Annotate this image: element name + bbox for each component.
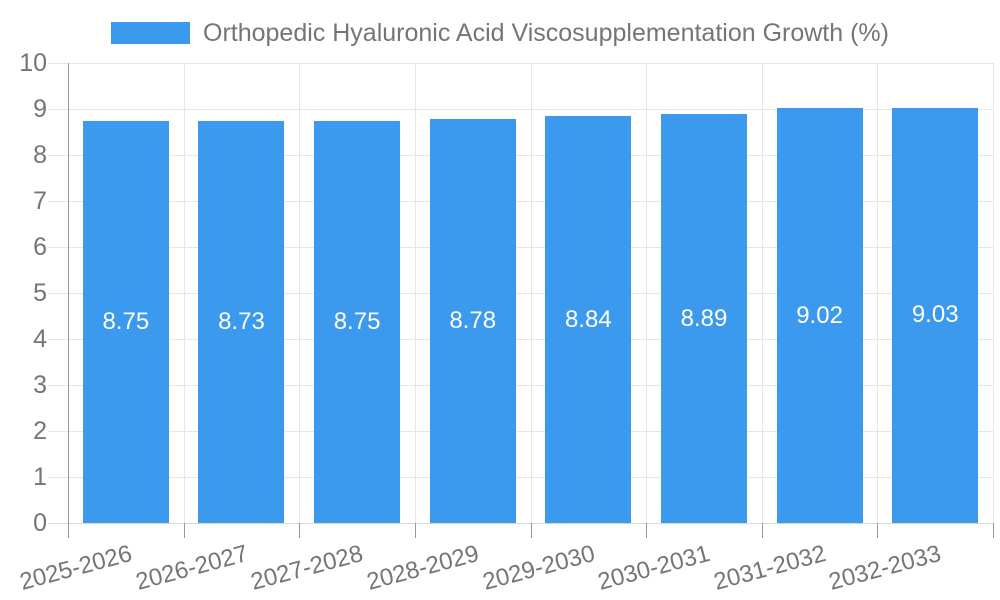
x-axis-tick <box>530 523 532 538</box>
y-axis-tick-label: 7 <box>33 187 47 215</box>
y-gridline <box>48 246 993 248</box>
bar-value-label: 8.89 <box>680 304 728 332</box>
x-axis-tick <box>993 523 994 538</box>
x-axis-tick-label: 2027-2028 <box>248 540 367 596</box>
x-axis-tick-label: 2026-2027 <box>132 540 251 596</box>
x-boundary-gridline <box>414 63 416 523</box>
x-axis-tick-label: 2029-2030 <box>479 540 598 596</box>
y-axis-tick-label: 9 <box>33 95 47 123</box>
x-boundary-gridline <box>877 63 879 523</box>
y-gridline <box>48 522 993 524</box>
bar <box>82 120 169 523</box>
y-gridline <box>48 476 993 478</box>
x-axis-tick-label: 2032-2033 <box>826 540 945 596</box>
x-axis-tick-label: 2028-2029 <box>363 540 482 596</box>
legend-label: Orthopedic Hyaluronic Acid Viscosuppleme… <box>203 19 889 47</box>
bar-value-label: 8.78 <box>449 307 497 335</box>
y-gridline <box>48 154 993 156</box>
y-axis-tick-label: 1 <box>33 463 47 491</box>
bar <box>660 114 747 523</box>
y-axis-tick-label: 10 <box>19 49 47 77</box>
y-gridline <box>48 384 993 386</box>
x-boundary-gridline <box>183 63 185 523</box>
x-boundary-gridline <box>530 63 532 523</box>
x-axis-tick <box>414 523 416 538</box>
bar <box>314 120 401 523</box>
bar <box>776 108 863 523</box>
y-gridline <box>48 62 993 64</box>
bar <box>198 121 285 523</box>
y-axis-tick-label: 5 <box>33 279 47 307</box>
y-axis-tick-label: 2 <box>33 417 47 445</box>
x-axis-tick <box>646 523 648 538</box>
x-axis-tick <box>877 523 879 538</box>
x-axis-tick <box>299 523 301 538</box>
bar <box>545 116 632 523</box>
bar-value-label: 8.84 <box>564 305 612 333</box>
bar <box>892 107 979 523</box>
y-gridline <box>48 338 993 340</box>
y-axis-tick-label: 3 <box>33 371 47 399</box>
y-axis-tick-label: 8 <box>33 141 47 169</box>
x-boundary-gridline <box>299 63 301 523</box>
chart-legend[interactable]: Orthopedic Hyaluronic Acid Viscosuppleme… <box>111 18 889 48</box>
y-axis-tick-label: 0 <box>33 509 47 537</box>
x-boundary-gridline <box>646 63 648 523</box>
legend-swatch <box>111 22 191 44</box>
bar <box>429 119 516 523</box>
x-axis-tick-label: 2030-2031 <box>595 540 713 596</box>
x-boundary-gridline <box>761 63 763 523</box>
y-gridline <box>48 200 993 202</box>
bar-value-label: 9.02 <box>796 301 843 329</box>
bar-value-label: 8.73 <box>218 308 265 336</box>
bar-value-label: 8.75 <box>102 307 150 335</box>
x-axis-tick-label: 2031-2032 <box>710 540 829 596</box>
y-axis-tick-label: 6 <box>33 233 47 261</box>
y-gridline <box>48 430 993 432</box>
y-axis-tick-label: 4 <box>33 325 47 353</box>
y-gridline <box>48 292 993 294</box>
x-axis-tick <box>183 523 185 538</box>
bar-value-label: 9.03 <box>911 301 959 329</box>
x-axis-tick <box>761 523 763 538</box>
bar-value-label: 8.75 <box>333 307 381 335</box>
y-axis-line <box>68 63 69 538</box>
y-gridline <box>48 108 993 110</box>
x-axis-tick-label: 2025-2026 <box>16 540 135 596</box>
x-boundary-gridline <box>993 63 994 523</box>
